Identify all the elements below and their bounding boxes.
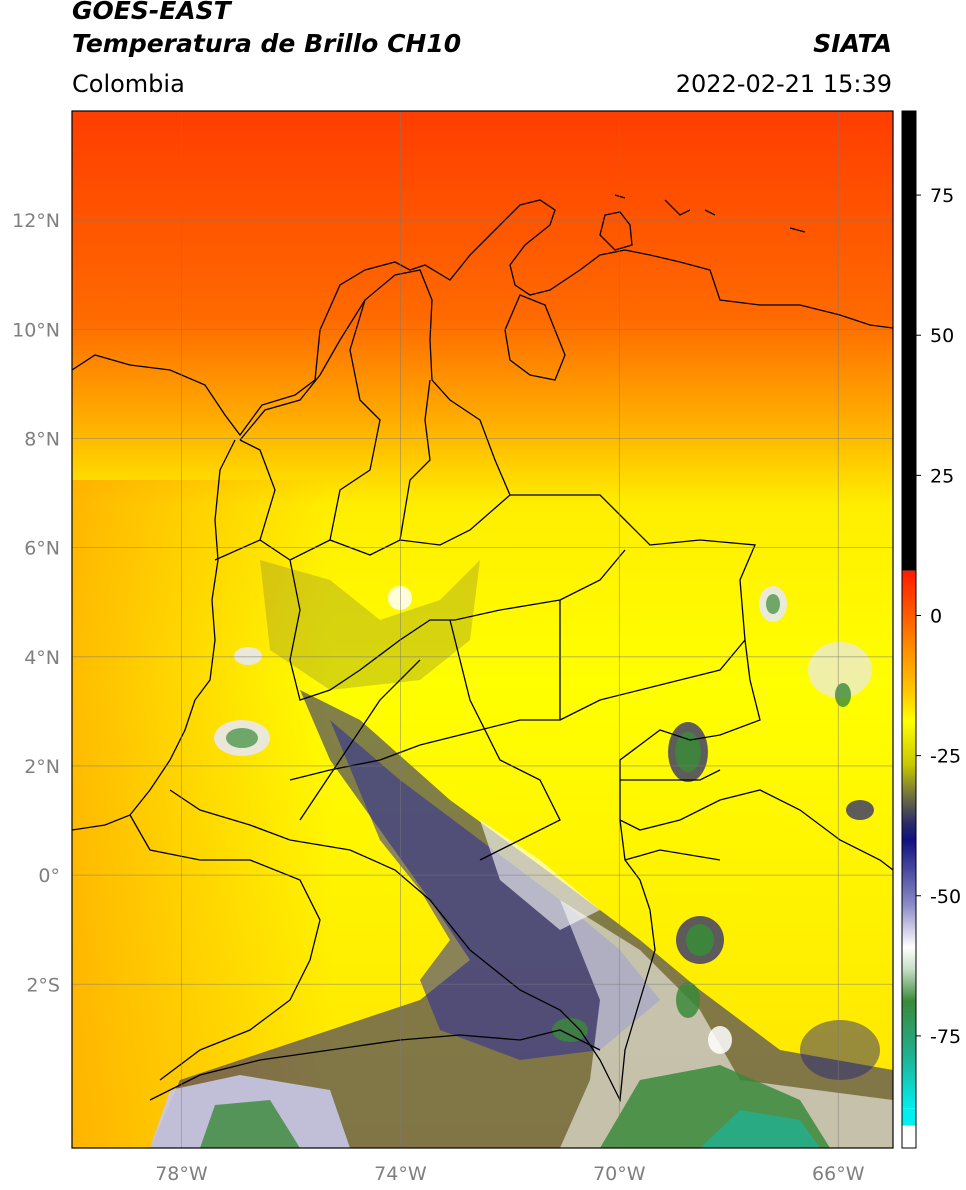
datetime-label: 2022-02-21 15:39	[675, 70, 892, 98]
internal-border-1	[214, 494, 511, 561]
cold-cloud-tops	[150, 560, 893, 1148]
lat-tick-label: 12°N	[12, 210, 60, 232]
northern-coastline	[72, 199, 893, 437]
colorbar-tick-label: -50	[930, 886, 961, 908]
lake-maracaibo	[504, 294, 566, 381]
colorbar-tick-label: -75	[930, 1026, 961, 1048]
region-label: Colombia	[72, 70, 185, 98]
lon-tick-label: 78°W	[155, 1163, 208, 1185]
internal-border-12	[559, 549, 626, 601]
peru-ecuador-border	[129, 814, 321, 1081]
colorbar-ticks: 75 50 25 0 -25 -50 -75	[916, 185, 961, 1048]
colorbar-black-segment	[902, 111, 916, 571]
internal-border-9	[449, 619, 561, 861]
internal-border-6	[289, 600, 561, 781]
colorbar-gradient-segment	[902, 570, 916, 1109]
warm-pacific-area	[72, 480, 332, 1148]
lat-tick-label: 2°N	[24, 756, 60, 778]
caribbean-island-5	[614, 194, 626, 199]
agency-label: SIATA	[813, 29, 892, 58]
lon-tick-label: 70°W	[593, 1163, 646, 1185]
latitude-labels: 12°N 10°N 8°N 6°N 4°N 2°N 0° 2°S	[12, 210, 60, 996]
colorbar-frame	[901, 110, 917, 1149]
internal-border-10	[624, 849, 721, 861]
venezuela-border	[619, 789, 893, 871]
colorbar-tick-label: -25	[930, 746, 961, 768]
lat-tick-label: 8°N	[24, 428, 60, 450]
caribbean-island-2	[664, 199, 691, 216]
internal-border-5	[289, 559, 561, 701]
lat-tick-label: 4°N	[24, 647, 60, 669]
lon-tick-label: 74°W	[374, 1163, 427, 1185]
lat-tick-label: 6°N	[24, 538, 60, 560]
colorbar-cyan-segment	[902, 1108, 916, 1126]
lat-tick-label: 10°N	[12, 319, 60, 341]
lat-tick-label: 2°S	[26, 974, 60, 996]
internal-border-4	[399, 379, 431, 541]
pacific-coastline	[72, 439, 236, 831]
internal-border-2	[239, 439, 276, 541]
colorbar-tick-label: 25	[930, 465, 954, 487]
caribbean-island-4	[789, 227, 806, 233]
graticule	[72, 111, 893, 1148]
product-title: Temperatura de Brillo CH10	[72, 29, 462, 58]
colombia-border	[169, 269, 761, 1103]
longitude-labels: 78°W 74°W 70°W 66°W	[155, 1163, 864, 1185]
colorbar: 75 50 25 0 -25 -50 -75	[901, 110, 961, 1149]
satellite-title: GOES-EAST	[72, 0, 231, 25]
caribbean-island-1	[599, 211, 633, 251]
lat-tick-label: 0°	[38, 865, 60, 887]
colorbar-white-segment	[902, 1125, 916, 1148]
colorbar-tick-label: 75	[930, 185, 954, 207]
lon-tick-label: 66°W	[812, 1163, 865, 1185]
map-frame	[71, 110, 894, 1149]
internal-border-8	[620, 769, 721, 781]
colorbar-tick-label: 50	[930, 325, 954, 347]
internal-border-7	[559, 639, 746, 721]
colorbar-tick-label: 0	[930, 605, 942, 627]
internal-border-3	[329, 299, 381, 541]
caribbean-island-3	[704, 209, 716, 216]
